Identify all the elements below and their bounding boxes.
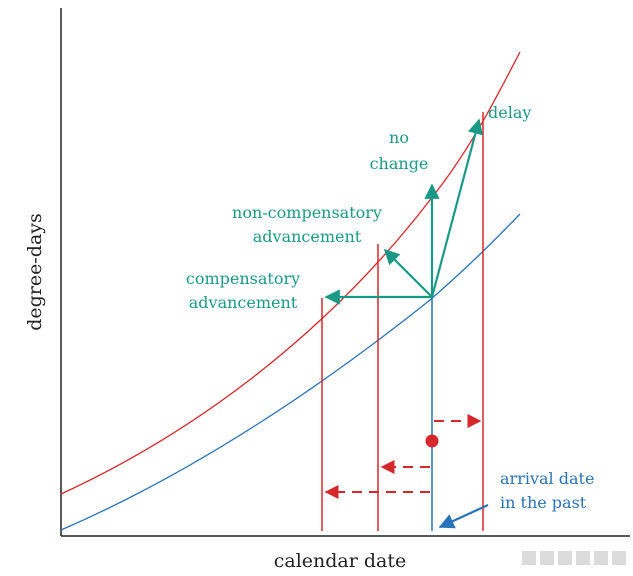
past-threshold-curve <box>60 213 521 531</box>
x-axis-label: calendar date <box>274 550 407 572</box>
y-axis-label: degree-days <box>24 213 46 331</box>
compensatory-label-line1: compensatory <box>186 269 300 288</box>
delay-label: delay <box>488 103 531 122</box>
noncompensatory-label-line1: non-compensatory <box>232 203 382 222</box>
noncompensatory-label-line2: advancement <box>253 227 362 246</box>
delay-arrow <box>430 118 483 298</box>
compensatory-label-line2: advancement <box>189 293 298 312</box>
noncompensatory-arrow <box>383 248 433 298</box>
arrival-label-line1: arrival date <box>500 469 594 488</box>
no-change-label-line1: no <box>389 128 409 147</box>
no-change-label-line2: change <box>370 154 429 173</box>
event-dot <box>425 434 439 448</box>
arrival-pointer-arrow <box>438 504 489 529</box>
watermark-logo <box>522 551 626 565</box>
arrival-label-line2: in the past <box>500 493 587 512</box>
